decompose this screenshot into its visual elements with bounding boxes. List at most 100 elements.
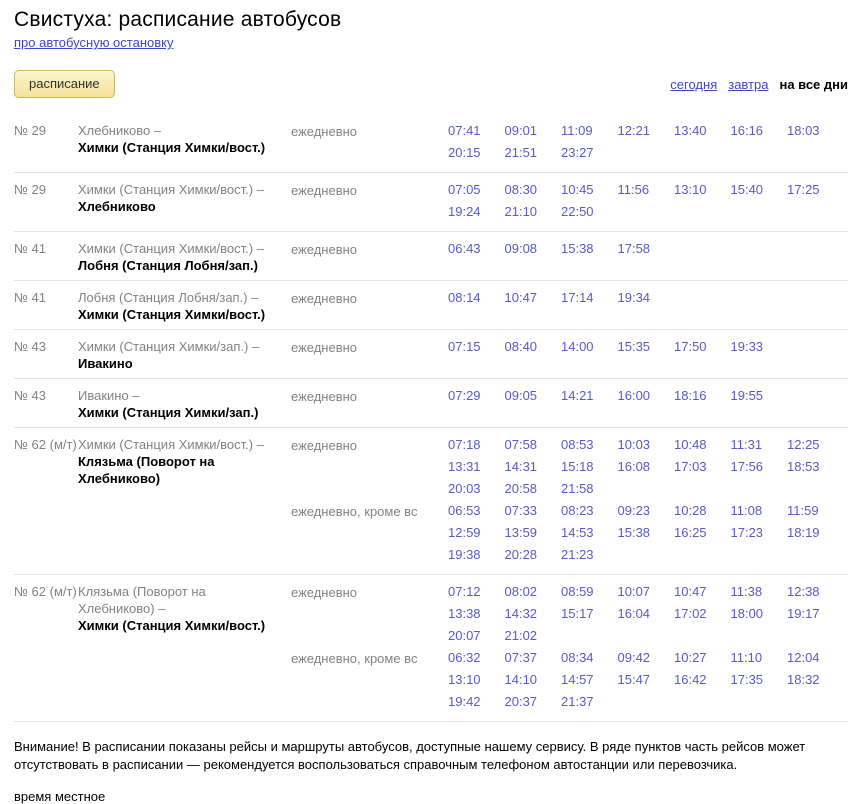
departure-time[interactable]: 10:45 — [561, 182, 594, 197]
departure-time[interactable]: 20:07 — [448, 628, 481, 643]
departure-time[interactable]: 19:38 — [448, 547, 481, 562]
departure-time[interactable]: 20:37 — [504, 694, 538, 709]
departure-time[interactable]: 15:38 — [617, 525, 651, 540]
departure-time[interactable]: 08:40 — [504, 339, 538, 354]
departure-time[interactable]: 17:03 — [674, 459, 707, 474]
departure-time[interactable]: 17:23 — [730, 525, 764, 540]
departure-time[interactable]: 15:38 — [561, 241, 594, 256]
departure-time[interactable]: 09:08 — [504, 241, 538, 256]
departure-time[interactable]: 14:32 — [504, 606, 538, 621]
departure-time[interactable]: 14:57 — [561, 672, 594, 687]
departure-time[interactable]: 06:32 — [448, 650, 481, 665]
departure-time[interactable]: 11:59 — [787, 503, 819, 518]
departure-time[interactable]: 15:47 — [617, 672, 651, 687]
departure-time[interactable]: 18:03 — [787, 123, 820, 138]
departure-time[interactable]: 08:23 — [561, 503, 594, 518]
departure-time[interactable]: 23:27 — [561, 145, 594, 160]
departure-time[interactable]: 12:21 — [617, 123, 651, 138]
departure-time[interactable]: 11:08 — [730, 503, 763, 518]
departure-time[interactable]: 09:42 — [617, 650, 651, 665]
departure-time[interactable]: 13:10 — [448, 672, 481, 687]
departure-time[interactable]: 10:47 — [504, 290, 538, 305]
departure-time[interactable]: 13:40 — [674, 123, 707, 138]
departure-time[interactable]: 11:56 — [617, 182, 650, 197]
departure-time[interactable]: 15:35 — [617, 339, 651, 354]
departure-time[interactable]: 09:01 — [504, 123, 538, 138]
departure-time[interactable]: 09:05 — [504, 388, 538, 403]
departure-time[interactable]: 21:51 — [504, 145, 538, 160]
departure-time[interactable]: 16:00 — [617, 388, 651, 403]
departure-time[interactable]: 19:17 — [787, 606, 820, 621]
departure-time[interactable]: 16:42 — [674, 672, 707, 687]
departure-time[interactable]: 07:58 — [504, 437, 538, 452]
departure-time[interactable]: 16:16 — [730, 123, 764, 138]
departure-time[interactable]: 08:59 — [561, 584, 594, 599]
departure-time[interactable]: 18:00 — [730, 606, 764, 621]
departure-time[interactable]: 15:40 — [730, 182, 764, 197]
departure-time[interactable]: 07:33 — [504, 503, 538, 518]
departure-time[interactable]: 11:38 — [730, 584, 763, 599]
departure-time[interactable]: 16:08 — [617, 459, 651, 474]
departure-time[interactable]: 21:37 — [561, 694, 594, 709]
departure-time[interactable]: 10:07 — [617, 584, 651, 599]
departure-time[interactable]: 07:15 — [448, 339, 481, 354]
departure-time[interactable]: 22:50 — [561, 204, 594, 219]
departure-time[interactable]: 21:23 — [561, 547, 594, 562]
departure-time[interactable]: 08:02 — [504, 584, 538, 599]
departure-time[interactable]: 14:53 — [561, 525, 594, 540]
departure-time[interactable]: 16:25 — [674, 525, 707, 540]
departure-time[interactable]: 17:25 — [787, 182, 820, 197]
departure-time[interactable]: 08:34 — [561, 650, 594, 665]
departure-time[interactable]: 14:00 — [561, 339, 594, 354]
departure-time[interactable]: 07:41 — [448, 123, 481, 138]
departure-time[interactable]: 10:28 — [674, 503, 707, 518]
departure-time[interactable]: 10:03 — [617, 437, 651, 452]
departure-time[interactable]: 18:16 — [674, 388, 707, 403]
departure-time[interactable]: 17:50 — [674, 339, 707, 354]
departure-time[interactable]: 19:34 — [617, 290, 651, 305]
departure-time[interactable]: 07:37 — [504, 650, 538, 665]
departure-time[interactable]: 12:38 — [787, 584, 820, 599]
departure-time[interactable]: 16:04 — [617, 606, 651, 621]
departure-time[interactable]: 13:31 — [448, 459, 481, 474]
departure-time[interactable]: 19:24 — [448, 204, 481, 219]
departure-time[interactable]: 14:31 — [504, 459, 538, 474]
departure-time[interactable]: 09:23 — [617, 503, 651, 518]
departure-time[interactable]: 12:25 — [787, 437, 820, 452]
departure-time[interactable]: 11:10 — [730, 650, 763, 665]
departure-time[interactable]: 19:55 — [730, 388, 764, 403]
departure-time[interactable]: 21:02 — [504, 628, 538, 643]
departure-time[interactable]: 10:47 — [674, 584, 707, 599]
departure-time[interactable]: 18:32 — [787, 672, 820, 687]
departure-time[interactable]: 15:18 — [561, 459, 594, 474]
departure-time[interactable]: 13:38 — [448, 606, 481, 621]
departure-time[interactable]: 08:14 — [448, 290, 481, 305]
departure-time[interactable]: 08:30 — [504, 182, 538, 197]
departure-time[interactable]: 13:10 — [674, 182, 707, 197]
schedule-tab-button[interactable]: расписание — [14, 70, 115, 98]
departure-time[interactable]: 07:12 — [448, 584, 481, 599]
day-filter-tomorrow[interactable]: завтра — [728, 76, 769, 92]
departure-time[interactable]: 20:58 — [504, 481, 538, 496]
departure-time[interactable]: 18:53 — [787, 459, 820, 474]
departure-time[interactable]: 15:17 — [561, 606, 594, 621]
about-stop-link[interactable]: про автобусную остановку — [14, 35, 174, 50]
departure-time[interactable]: 18:19 — [787, 525, 820, 540]
departure-time[interactable]: 07:29 — [448, 388, 481, 403]
departure-time[interactable]: 10:48 — [674, 437, 707, 452]
departure-time[interactable]: 17:02 — [674, 606, 707, 621]
day-filter-today[interactable]: сегодня — [670, 76, 718, 92]
departure-time[interactable]: 17:35 — [730, 672, 764, 687]
departure-time[interactable]: 06:53 — [448, 503, 481, 518]
departure-time[interactable]: 20:03 — [448, 481, 481, 496]
departure-time[interactable]: 21:10 — [504, 204, 538, 219]
departure-time[interactable]: 17:56 — [730, 459, 764, 474]
departure-time[interactable]: 21:58 — [561, 481, 594, 496]
departure-time[interactable]: 17:14 — [561, 290, 594, 305]
departure-time[interactable]: 11:09 — [561, 123, 593, 138]
departure-time[interactable]: 20:28 — [504, 547, 538, 562]
departure-time[interactable]: 20:15 — [448, 145, 481, 160]
departure-time[interactable]: 12:04 — [787, 650, 820, 665]
departure-time[interactable]: 12:59 — [448, 525, 481, 540]
departure-time[interactable]: 06:43 — [448, 241, 481, 256]
